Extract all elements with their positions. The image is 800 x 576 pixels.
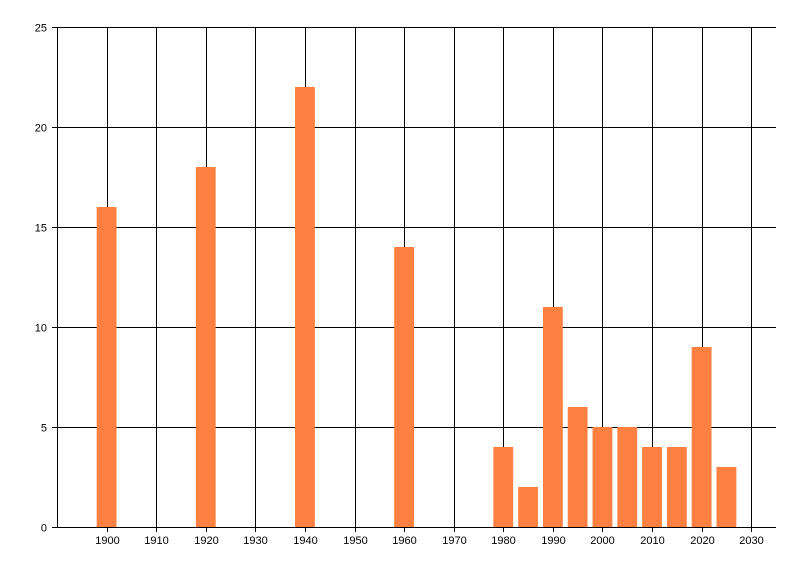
bar-2015 — [666, 447, 687, 527]
x-tick-label: 2000 — [590, 535, 614, 547]
x-tick-label: 1930 — [243, 535, 267, 547]
x-tick-label: 1990 — [541, 535, 565, 547]
x-tick-label: 2020 — [690, 535, 714, 547]
y-tick-label: 5 — [41, 423, 47, 435]
grid — [57, 27, 776, 528]
x-tick-label: 1940 — [293, 535, 317, 547]
x-tick-label: 1950 — [343, 535, 367, 547]
y-tick-label: 0 — [41, 523, 47, 535]
bar-1940 — [295, 87, 315, 527]
x-tick-label: 1900 — [95, 535, 119, 547]
bar-1960 — [394, 247, 415, 527]
bar-1990 — [542, 307, 563, 527]
bar-2010 — [642, 447, 662, 527]
x-tick-label: 1980 — [491, 535, 515, 547]
y-tick-label: 15 — [35, 223, 47, 235]
bar-2000 — [592, 427, 613, 527]
x-tick-label: 1910 — [144, 535, 168, 547]
y-tick-label: 10 — [35, 323, 47, 335]
bar-2025 — [716, 467, 737, 527]
bar-1920 — [195, 167, 216, 527]
y-tick-label: 20 — [35, 123, 47, 135]
tick-labels: 1900 1910 1920 1930 1940 1950 1960 1970 1980 1990… — [35, 23, 764, 548]
bar-1995 — [567, 407, 588, 527]
bar-1985 — [518, 487, 538, 527]
x-tick-label: 1960 — [392, 535, 416, 547]
y-tick-label: 25 — [35, 23, 47, 35]
bar-1900 — [96, 207, 117, 527]
axes — [52, 27, 776, 532]
bar-2005 — [617, 427, 638, 527]
x-tick-label: 1920 — [194, 535, 218, 547]
bar-1980 — [493, 447, 514, 527]
x-tick-label: 2030 — [739, 535, 763, 547]
x-tick-label: 2010 — [640, 535, 664, 547]
bars — [96, 87, 737, 527]
bar-2020 — [691, 347, 712, 527]
x-tick-label: 1970 — [442, 535, 466, 547]
